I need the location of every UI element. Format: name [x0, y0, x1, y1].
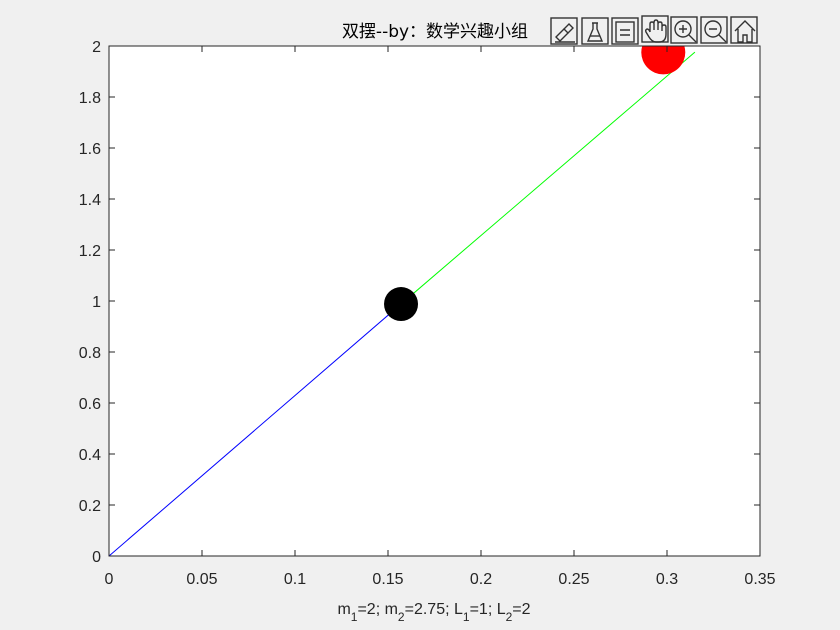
data-tip-icon[interactable]: [581, 17, 609, 45]
pendulum-bob-2: [641, 46, 686, 75]
x-tick-label: 0.2: [470, 571, 492, 588]
y-tick-label: 0: [92, 549, 101, 566]
x-axis-label: m1=2; m2=2.75; L1=1; L2=2: [337, 601, 530, 624]
y-tick-label: 0.4: [79, 447, 101, 464]
home-icon[interactable]: [730, 16, 758, 44]
y-tick-label: 1: [92, 294, 101, 311]
y-tick-label: 1.4: [79, 192, 101, 209]
y-tick-label: 0.6: [79, 396, 101, 413]
x-tick-label: 0.35: [744, 571, 775, 588]
pendulum-bob-1: [384, 287, 419, 322]
y-tick-label: 0.8: [79, 345, 101, 362]
legend-icon[interactable]: [611, 17, 639, 45]
y-tick-label: 0.2: [79, 498, 101, 515]
x-tick-label: 0.15: [372, 571, 403, 588]
axes-toolbar: [550, 15, 758, 45]
x-tick-label: 0.05: [186, 571, 217, 588]
x-tick-label: 0.1: [284, 571, 306, 588]
x-tick-label: 0: [105, 571, 114, 588]
axes-background: [109, 46, 760, 556]
zoom-in-icon[interactable]: [670, 16, 698, 44]
x-tick-label: 0.25: [558, 571, 589, 588]
y-tick-label: 2: [92, 39, 101, 56]
brush-icon[interactable]: [550, 17, 578, 45]
x-tick-label: 0.3: [656, 571, 678, 588]
chart-title: 双摆--by：数学兴趣小组: [342, 22, 528, 42]
y-tick-label: 1.8: [79, 90, 101, 107]
zoom-out-icon[interactable]: [700, 16, 728, 44]
plot-area: [109, 46, 696, 556]
y-tick-label: 1.6: [79, 141, 101, 158]
pan-icon[interactable]: [641, 15, 669, 43]
axis-ticks: 0 0.05 0.1 0.15 0.2 0.25 0.3 0.35 0 0.2 0.4 0.6 0.8 1…: [79, 39, 776, 588]
y-tick-label: 1.2: [79, 243, 101, 260]
pendulum-rod-2: [400, 51, 696, 305]
pendulum-rod-1: [109, 303, 402, 556]
